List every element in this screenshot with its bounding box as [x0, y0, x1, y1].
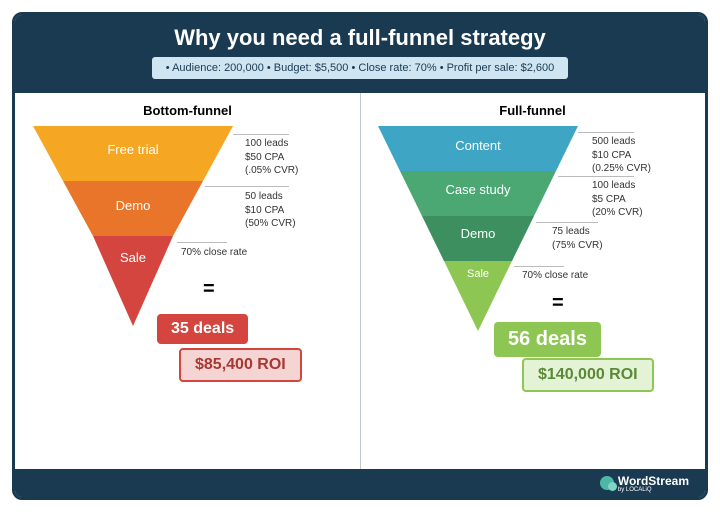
brand-text: WordStream by LOCALiQ [618, 474, 689, 493]
footer: WordStream by LOCALiQ [15, 469, 705, 497]
right-metrics-3: 70% close rate [522, 269, 588, 283]
right-stage-2-label: Demo [433, 226, 523, 241]
right-stage-3-label: Sale [443, 268, 513, 280]
left-stage-2-label: Sale [93, 250, 173, 265]
right-deals-box: 56 deals [494, 322, 601, 357]
assumptions-bar: • Audience: 200,000 • Budget: $5,500 • C… [152, 57, 568, 79]
right-metrics-1: 100 leads$5 CPA(20% CVR) [592, 179, 643, 220]
right-column: Full-funnel Content Case study Demo Sale… [360, 93, 705, 473]
page-title: Why you need a full-funnel strategy [15, 25, 705, 51]
left-roi-box: $85,400 ROI [179, 348, 302, 382]
left-funnel [33, 126, 233, 346]
left-metrics-2: 70% close rate [181, 246, 247, 260]
infographic-frame: Why you need a full-funnel strategy • Au… [12, 12, 708, 500]
right-metrics-2: 75 leads(75% CVR) [552, 225, 603, 252]
right-metrics-0: 500 leads$10 CPA(0.25% CVR) [592, 135, 651, 176]
left-stage-1-label: Demo [83, 198, 183, 213]
right-stage-0-label: Content [418, 138, 538, 153]
left-funnel-area: Free trial Demo Sale 100 leads$50 CPA(.0… [27, 126, 348, 386]
left-metrics-0: 100 leads$50 CPA(.05% CVR) [245, 137, 298, 178]
left-metrics-1: 50 leads$10 CPA(50% CVR) [245, 190, 296, 231]
left-deals-box: 35 deals [157, 314, 248, 344]
left-column: Bottom-funnel Free trial Demo Sale 100 l… [15, 93, 360, 473]
brand: WordStream by LOCALiQ [600, 474, 689, 493]
left-title: Bottom-funnel [27, 103, 348, 118]
left-stage-0-label: Free trial [73, 142, 193, 157]
right-funnel-area: Content Case study Demo Sale 500 leads$1… [372, 126, 693, 386]
brand-icon [600, 476, 614, 490]
right-equals: = [552, 292, 564, 315]
right-title: Full-funnel [372, 103, 693, 118]
header: Why you need a full-funnel strategy • Au… [15, 15, 705, 93]
right-roi-box: $140,000 ROI [522, 358, 654, 392]
content-area: Bottom-funnel Free trial Demo Sale 100 l… [15, 93, 705, 473]
left-equals: = [203, 278, 215, 301]
right-stage-1-label: Case study [423, 182, 533, 197]
